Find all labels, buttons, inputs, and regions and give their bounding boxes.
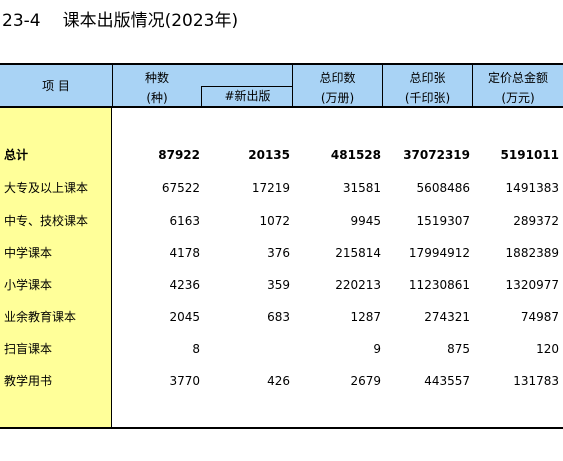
cell-kinds: 4236	[169, 278, 200, 292]
cell-kinds: 2045	[169, 310, 200, 324]
cell-new-pub: 376	[267, 246, 290, 260]
cell-sheets: 11230861	[408, 278, 470, 292]
row-label: 小学课本	[4, 278, 53, 292]
cell-new-pub: 359	[267, 278, 290, 292]
row-label: 扫盲课本	[4, 342, 53, 356]
row-label: 总计	[4, 148, 29, 162]
cell-new-pub: 20135	[248, 148, 290, 162]
table-number: 23-4	[2, 11, 41, 31]
cell-price: 1320977	[505, 278, 559, 292]
table-header: 项 目 种数 (种) #新出版 总印数 (万册) 总印张 (千印张) 定价总金额…	[0, 63, 563, 108]
row-label: 大专及以上课本	[4, 181, 89, 195]
table-row: 教学用书 3770 426 2679 443557 131783	[0, 371, 563, 391]
row-label: 教学用书	[4, 374, 53, 388]
cell-kinds: 6163	[169, 214, 200, 228]
row-label-column	[0, 108, 112, 429]
cell-kinds: 8	[192, 342, 200, 356]
cell-prints: 9	[373, 342, 381, 356]
header-price: 定价总金额	[487, 71, 548, 85]
cell-price: 1491383	[505, 181, 559, 195]
table-row-total: 总计 87922 20135 481528 37072319 5191011	[0, 145, 563, 165]
cell-prints: 220213	[335, 278, 381, 292]
table-row: 中学课本 4178 376 215814 17994912 1882389	[0, 243, 563, 263]
header-kinds-cell: 种数 (种) #新出版	[112, 65, 293, 106]
table-row: 扫盲课本 8 9 875 120	[0, 339, 563, 359]
cell-kinds: 3770	[169, 374, 200, 388]
header-sheets: 总印张	[409, 71, 446, 85]
cell-sheets: 17994912	[408, 246, 470, 260]
cell-sheets: 37072319	[403, 148, 470, 162]
row-label: 中学课本	[4, 246, 53, 260]
cell-prints: 9945	[350, 214, 381, 228]
cell-prints: 215814	[335, 246, 381, 260]
cell-sheets: 443557	[424, 374, 470, 388]
cell-new-pub: 17219	[251, 181, 290, 195]
header-item-cell: 项 目	[0, 65, 112, 106]
table-title: 课本出版情况(2023年)	[62, 11, 239, 31]
cell-prints: 481528	[330, 148, 381, 162]
cell-sheets: 5608486	[416, 181, 470, 195]
header-price-unit: (万元)	[501, 91, 535, 105]
header-prints: 总印数	[319, 71, 356, 85]
page-title: 23-4 课本出版情况(2023年)	[2, 6, 238, 31]
cell-price: 131783	[513, 374, 559, 388]
cell-price: 1882389	[505, 246, 559, 260]
cell-price: 120	[536, 342, 559, 356]
cell-new-pub: 1072	[259, 214, 290, 228]
cell-new-pub: 426	[267, 374, 290, 388]
cell-sheets: 875	[447, 342, 470, 356]
cell-sheets: 1519307	[416, 214, 470, 228]
cell-kinds: 67522	[161, 181, 200, 195]
table-row: 中专、技校课本 6163 1072 9945 1519307 289372	[0, 211, 563, 231]
cell-price: 289372	[513, 214, 559, 228]
header-item: 项 目	[42, 79, 70, 93]
cell-prints: 2679	[350, 374, 381, 388]
cell-prints: 1287	[350, 310, 381, 324]
row-label: 业余教育课本	[4, 310, 77, 324]
row-label: 中专、技校课本	[4, 214, 89, 228]
table-bottom-rule	[0, 427, 563, 429]
header-price-cell: 定价总金额 (万元)	[472, 65, 563, 106]
table-row: 业余教育课本 2045 683 1287 274321 74987	[0, 307, 563, 327]
header-sheets-cell: 总印张 (千印张)	[382, 65, 472, 106]
header-kinds: 种数	[144, 71, 169, 85]
cell-sheets: 274321	[424, 310, 470, 324]
header-sheets-unit: (千印张)	[404, 91, 451, 105]
header-new-pub: #新出版	[201, 86, 293, 106]
header-prints-cell: 总印数 (万册)	[292, 65, 382, 106]
header-prints-unit: (万册)	[320, 91, 355, 105]
cell-price: 5191011	[500, 148, 559, 162]
header-kinds-unit: (种)	[146, 91, 168, 105]
cell-kinds: 4178	[169, 246, 200, 260]
cell-prints: 31581	[342, 181, 381, 195]
cell-kinds: 87922	[158, 148, 200, 162]
cell-new-pub: 683	[267, 310, 290, 324]
table-row: 小学课本 4236 359 220213 11230861 1320977	[0, 275, 563, 295]
table-row: 大专及以上课本 67522 17219 31581 5608486 1491383	[0, 178, 563, 198]
cell-price: 74987	[520, 310, 559, 324]
